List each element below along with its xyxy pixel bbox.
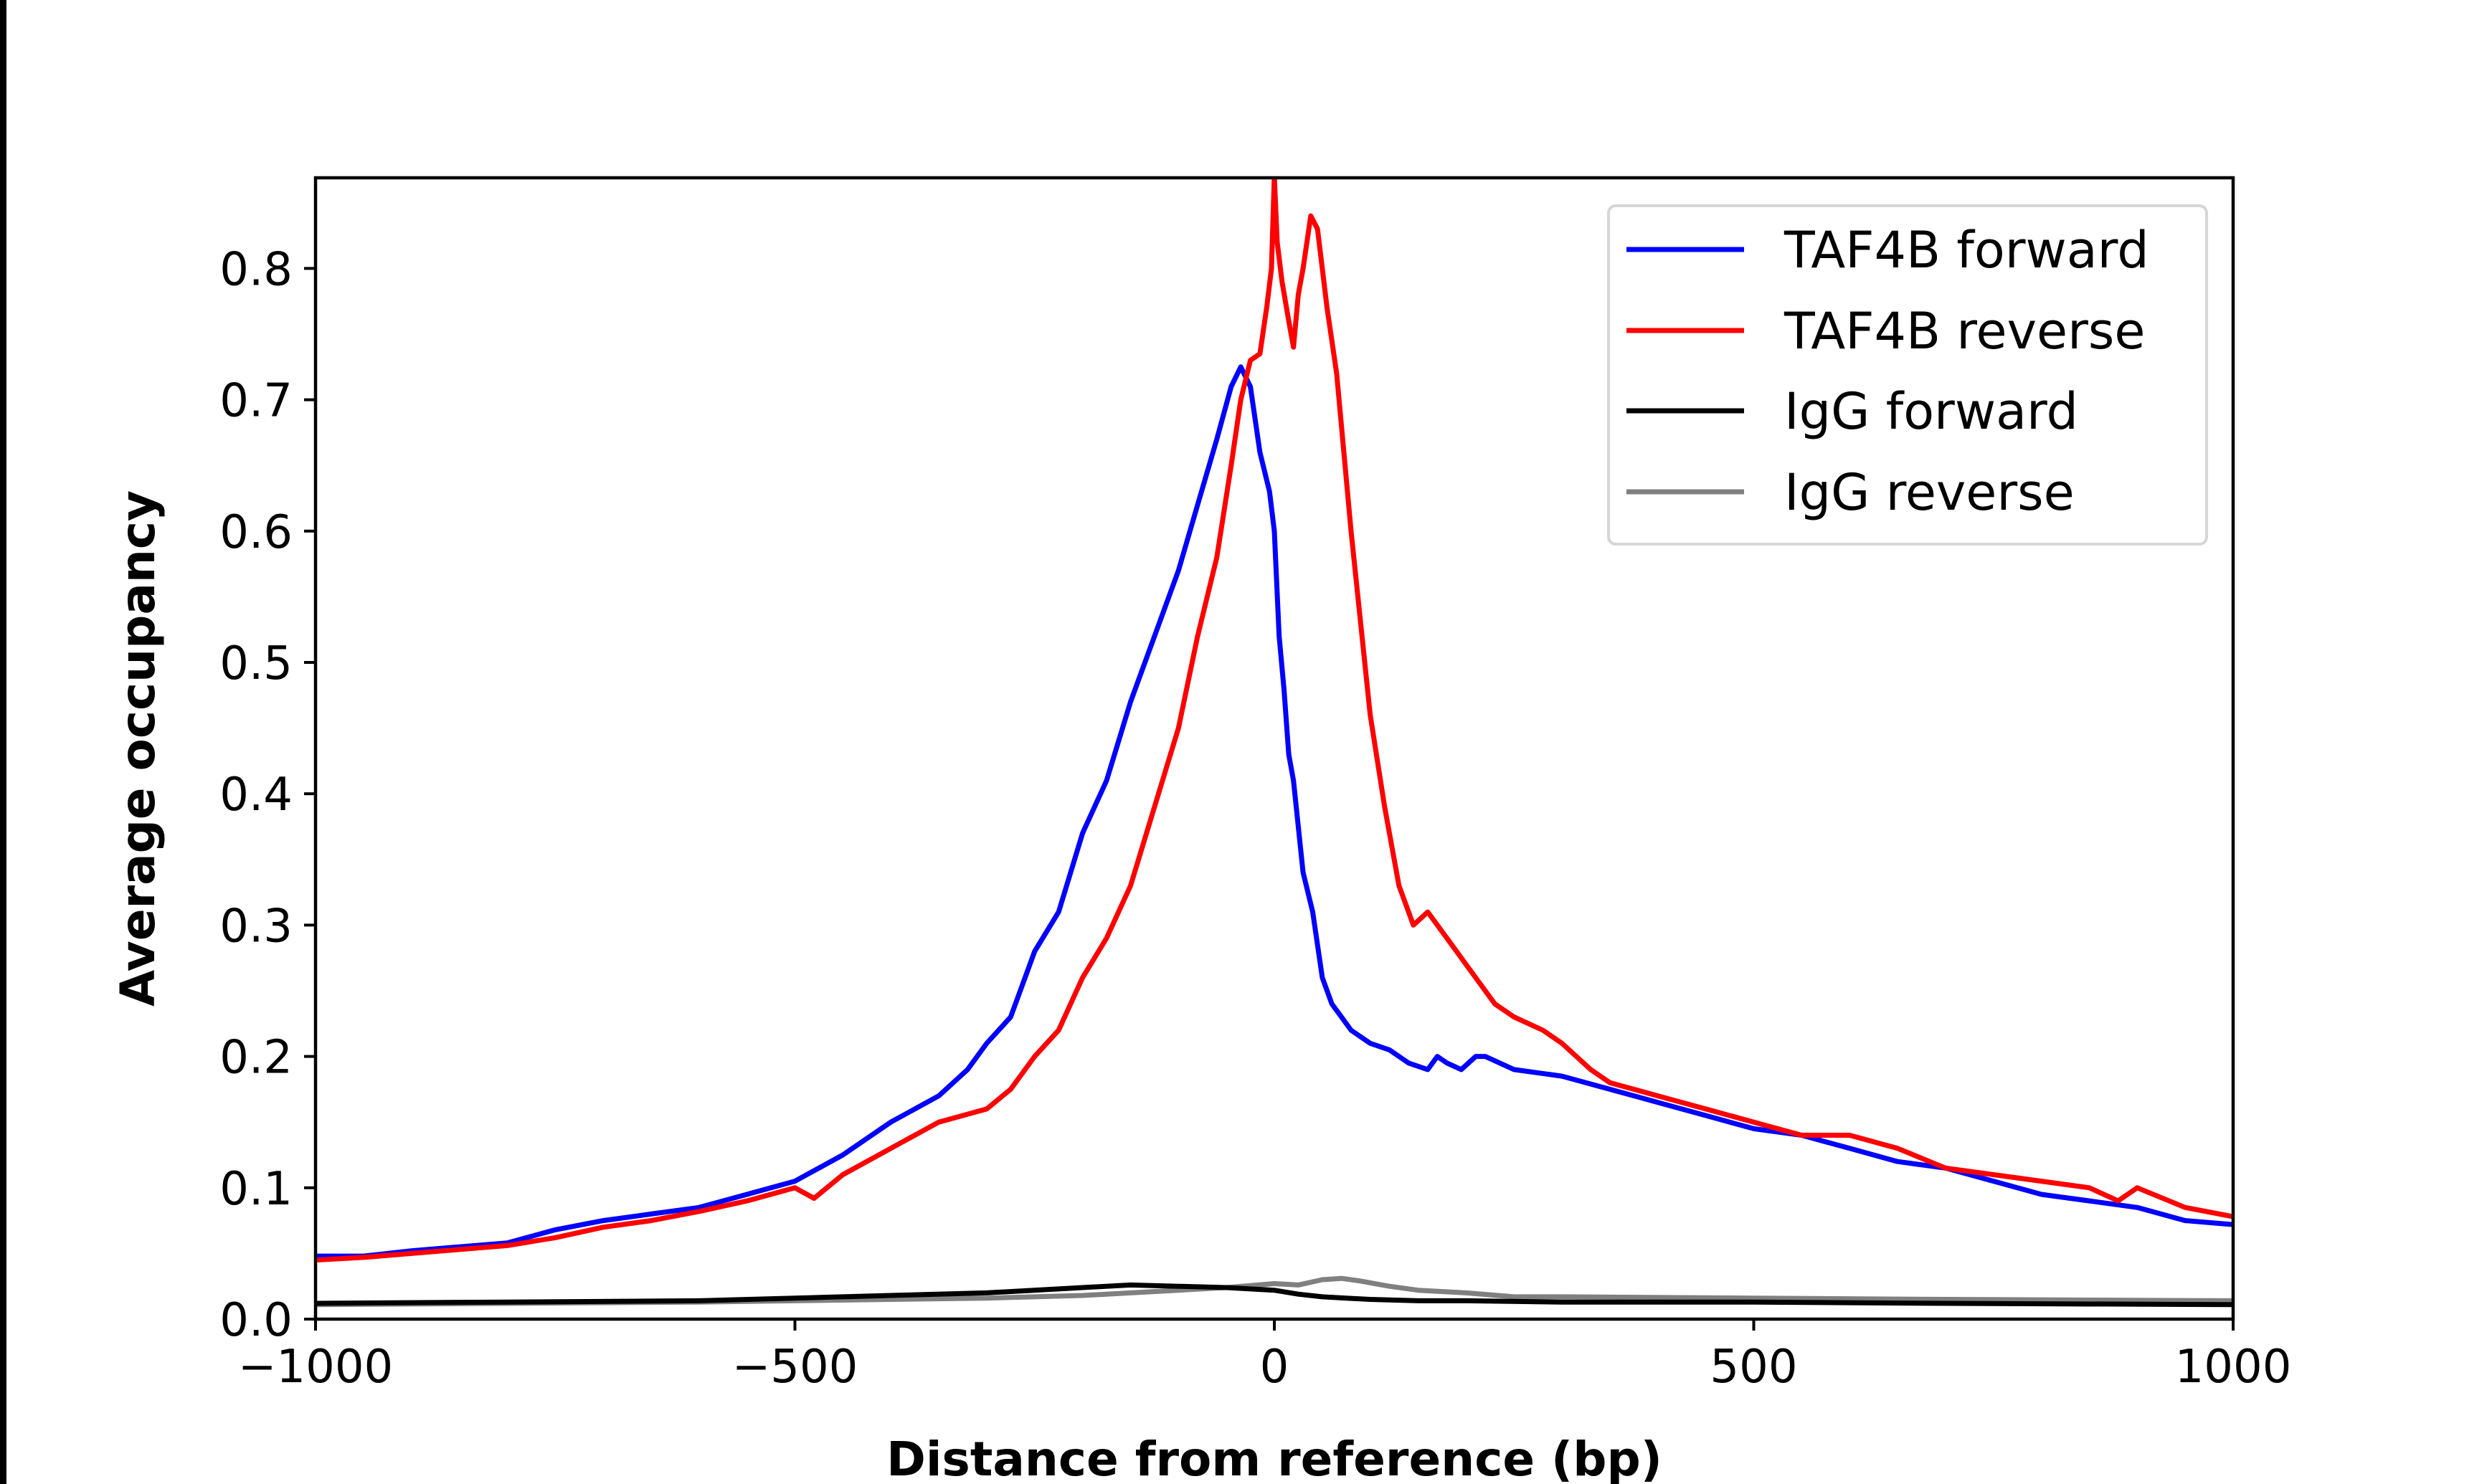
x-tick-label: −1000 — [238, 1341, 394, 1394]
series-lines — [316, 178, 2233, 1308]
series-line-taf4b-forward — [316, 364, 2233, 1259]
y-tick-label: 0.4 — [219, 769, 293, 822]
y-axis-label: Average occupancy — [110, 490, 166, 1007]
x-tick-label: 500 — [1710, 1341, 1797, 1394]
legend-box — [1607, 204, 2208, 546]
y-tick-label: 0.5 — [219, 637, 293, 690]
legend-label: TAF4B forward — [1783, 221, 2149, 280]
legend-label: IgG reverse — [1784, 463, 2075, 522]
series-line-igg-forward — [316, 1282, 2233, 1308]
y-tick-label: 0.3 — [219, 900, 293, 953]
x-tick-label: 1000 — [2175, 1341, 2292, 1394]
legend-label: TAF4B reverse — [1783, 302, 2145, 361]
left-border — [0, 0, 6, 1484]
y-tick-label: 0.1 — [219, 1163, 293, 1216]
y-tick-label: 0.2 — [219, 1032, 293, 1085]
y-tick-label: 0.0 — [219, 1294, 293, 1347]
legend: TAF4B forward TAF4B reverse IgG forward IgG… — [1607, 204, 2208, 546]
x-axis-label: Distance from reference (bp) — [886, 1432, 1662, 1484]
y-tick-label: 0.7 — [219, 375, 293, 428]
x-axis: −1000 −500 0 500 1000 — [238, 1319, 2292, 1394]
series-line-igg-reverse — [316, 1275, 2233, 1308]
series-line-taf4b-reverse — [316, 178, 2233, 1263]
y-tick-label: 0.6 — [219, 506, 293, 559]
x-tick-label: −500 — [732, 1341, 858, 1394]
legend-label: IgG forward — [1784, 382, 2078, 441]
x-tick-label: 0 — [1260, 1341, 1289, 1394]
y-tick-label: 0.8 — [219, 243, 293, 296]
y-axis: 0.0 0.1 0.2 0.3 0.4 0.5 0.6 0.7 0.8 — [219, 243, 316, 1347]
